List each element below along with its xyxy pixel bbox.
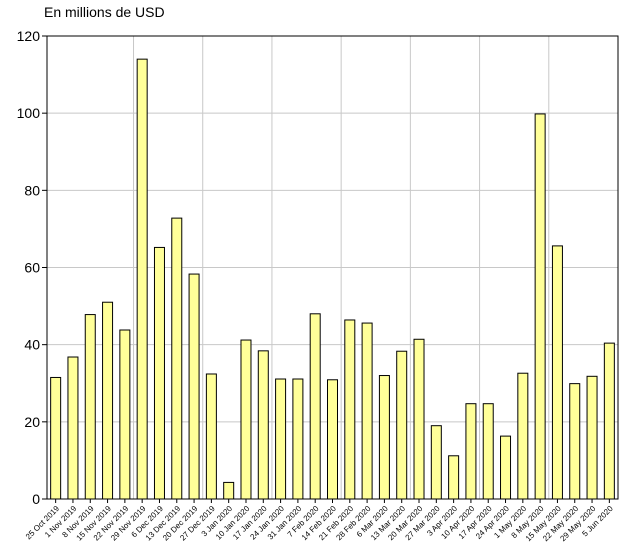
- bar: [465, 403, 477, 500]
- bar: [257, 350, 269, 500]
- y-tick-label: 40: [24, 337, 40, 353]
- bar: [84, 314, 96, 500]
- bar: [136, 58, 148, 500]
- y-tick-label: 100: [17, 105, 41, 121]
- bar: [292, 378, 304, 500]
- bar: [240, 339, 252, 500]
- bar: [188, 273, 200, 500]
- y-axis-unit-label: En millions de USD: [44, 4, 165, 20]
- bar: [378, 375, 390, 500]
- bar: [153, 246, 165, 500]
- bar: [275, 378, 287, 500]
- bar: [413, 338, 425, 500]
- bar: [534, 113, 546, 500]
- y-tick-label: 60: [24, 260, 40, 276]
- bar: [50, 376, 62, 500]
- bar: [119, 329, 131, 500]
- bar: [569, 383, 581, 500]
- bar: [517, 372, 529, 500]
- bar: [205, 373, 217, 500]
- bar: [67, 356, 79, 500]
- y-tick-label: 0: [32, 491, 40, 507]
- bar: [430, 425, 442, 500]
- bar: [309, 313, 321, 500]
- y-tick-label: 80: [24, 182, 40, 198]
- bar: [171, 217, 183, 500]
- bar: [396, 350, 408, 500]
- bar: [344, 319, 356, 500]
- bar: [586, 375, 598, 500]
- bar: [361, 322, 373, 500]
- bars: [50, 58, 615, 500]
- bar: [223, 481, 235, 500]
- bar: [482, 403, 494, 500]
- bar: [500, 435, 512, 500]
- bar: [603, 342, 615, 500]
- bar: [551, 245, 563, 500]
- y-tick-label: 120: [17, 28, 41, 44]
- bar: [102, 301, 114, 500]
- bar: [448, 455, 460, 500]
- bar: [327, 379, 338, 500]
- y-tick-label: 20: [24, 414, 40, 430]
- y-ticks: 0 20 40 60 80 100 120: [17, 28, 47, 507]
